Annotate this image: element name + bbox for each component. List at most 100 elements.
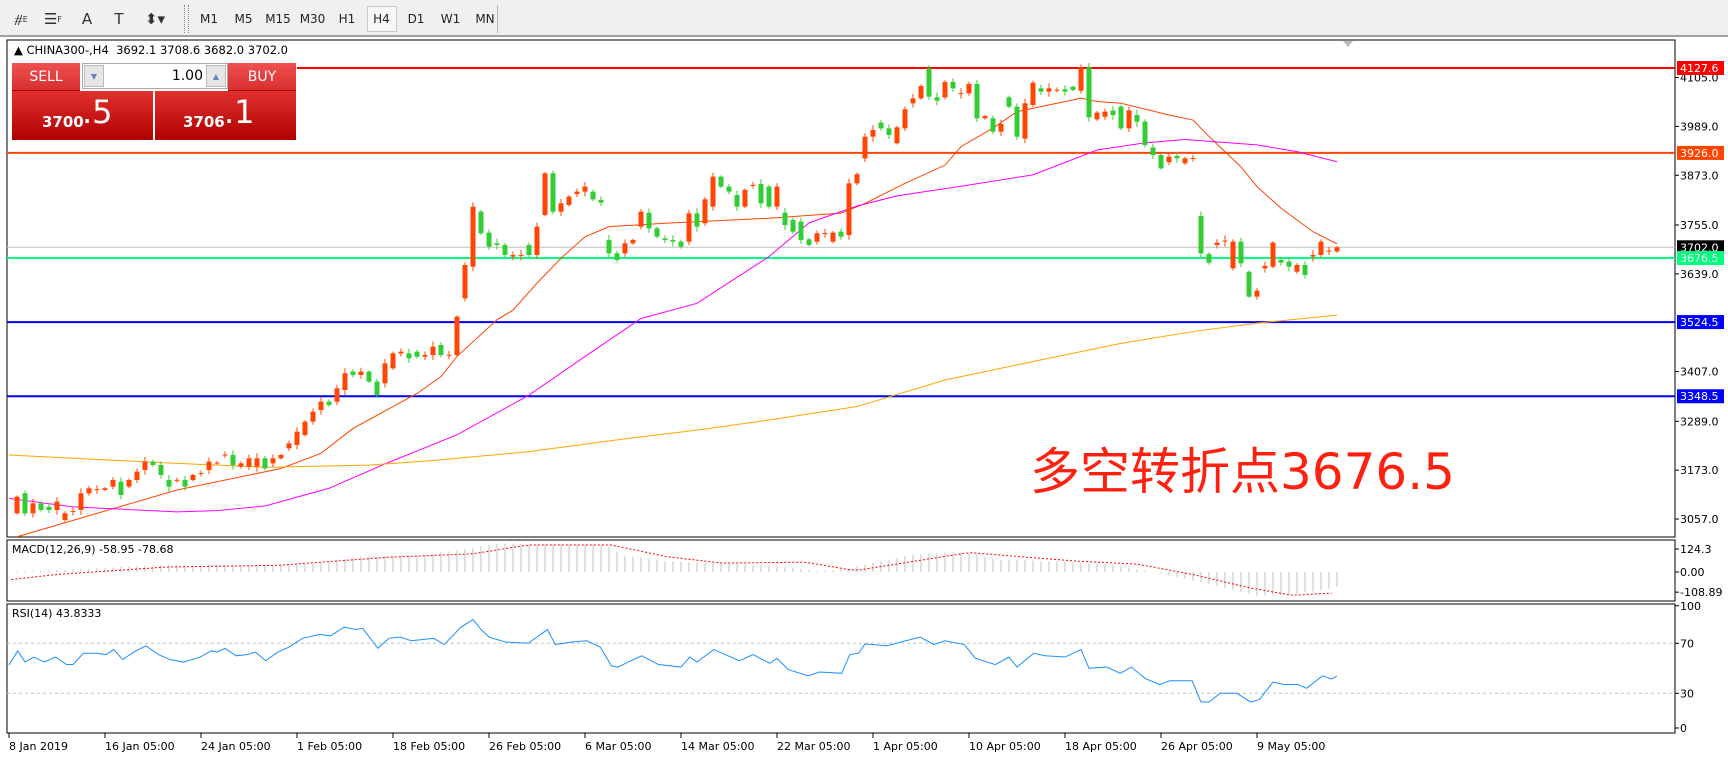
candle-body	[502, 244, 508, 255]
candle-body	[486, 232, 492, 247]
macd-title: MACD(12,26,9) -58.95 -78.68	[12, 543, 174, 556]
candle-body	[1294, 264, 1300, 272]
timeframe-m15-button[interactable]: M15	[265, 12, 291, 26]
candle-body	[1262, 265, 1268, 269]
text-label-icon[interactable]: T	[114, 10, 124, 28]
candle-body	[1014, 106, 1020, 137]
candle-body	[1286, 261, 1292, 267]
price-level-tag	[1677, 315, 1724, 330]
time-axis-label: 14 Mar 05:00	[681, 740, 754, 753]
candle-body	[910, 98, 916, 104]
candle-body	[286, 443, 292, 449]
candle-body	[438, 344, 444, 355]
price-axis-label: 3173.0	[1680, 464, 1719, 477]
price-axis-label: 3639.0	[1680, 268, 1719, 281]
price-level-tag	[1677, 240, 1724, 255]
buy-price-button[interactable]: 3706 .1	[155, 91, 296, 140]
lot-decrease-icon[interactable]: ▼	[84, 65, 104, 87]
time-axis-label: 8 Jan 2019	[9, 740, 68, 753]
candle-body	[982, 115, 988, 119]
sell-button[interactable]: SELL	[12, 63, 80, 91]
timeframe-m30-button[interactable]: M30	[299, 12, 326, 26]
buy-button[interactable]: BUY	[228, 63, 296, 91]
timeframe-h1-button[interactable]: H1	[338, 12, 356, 26]
macd-signal-line	[11, 544, 1332, 596]
price-level-label: 3348.5	[1680, 390, 1719, 403]
candle-body	[550, 173, 556, 212]
pivot-annotation-text: 多空转折点3676.5	[1030, 443, 1455, 501]
lot-size-value[interactable]: 1.00	[171, 68, 203, 84]
candle-body	[270, 458, 276, 464]
price-axis-label: 3989.0	[1680, 120, 1719, 133]
candle-body	[374, 381, 380, 395]
candle-body	[462, 264, 468, 299]
candle-body	[582, 186, 588, 192]
rsi-line	[8, 618, 1338, 703]
candle-body	[534, 226, 540, 255]
candle-body	[622, 243, 628, 254]
candle-body	[1254, 290, 1260, 297]
arrows-dropdown-icon[interactable]: ⬍▾	[144, 10, 166, 28]
rsi-axis-label: 30	[1680, 687, 1694, 700]
rsi-axis-label: 100	[1680, 600, 1701, 613]
sell-price-button[interactable]: 3700 .5	[12, 91, 153, 140]
ohlc-values: 3692.1 3708.6 3682.0 3702.0	[116, 43, 288, 57]
candle-body	[206, 461, 212, 470]
candle-body	[1318, 241, 1324, 255]
candle-body	[766, 186, 772, 207]
timeframe-m5-button[interactable]: M5	[234, 12, 253, 26]
candle-body	[862, 136, 868, 159]
candle-body	[1142, 121, 1148, 145]
candle-body	[1078, 67, 1084, 91]
time-axis-label: 1 Apr 05:00	[873, 740, 938, 753]
collapse-triangle-icon[interactable]: ▲	[14, 43, 27, 57]
candle-body	[262, 458, 268, 469]
candle-body	[166, 479, 172, 487]
timeframe-mn-button[interactable]: MN	[475, 12, 495, 26]
candle-body	[518, 254, 524, 256]
candle-body	[526, 244, 532, 255]
candle-body	[1270, 242, 1276, 267]
candle-body	[974, 83, 980, 119]
candle-body	[422, 354, 428, 357]
price-axis-label: 3755.0	[1680, 219, 1719, 232]
candle-body	[1038, 88, 1044, 92]
candle-body	[1086, 67, 1092, 118]
candle-body	[246, 458, 252, 467]
price-level-label: 3524.5	[1680, 316, 1719, 329]
candle-body	[1174, 155, 1180, 159]
candle-body	[174, 479, 180, 481]
candle-body	[574, 191, 580, 194]
candle-body	[1046, 88, 1052, 92]
candle-body	[118, 481, 124, 495]
timeframe-m1-button[interactable]: M1	[200, 12, 218, 26]
candle-body	[830, 232, 836, 242]
candle-body	[1238, 241, 1244, 264]
candle-body	[414, 351, 420, 357]
price-axis-label: 3289.0	[1680, 415, 1719, 428]
timeframe-d1-button[interactable]: D1	[407, 12, 425, 26]
candle-body	[734, 195, 740, 207]
candle-body	[990, 118, 996, 132]
candle-body	[222, 454, 228, 456]
price-axis-label: 3057.0	[1680, 513, 1719, 526]
candle-body	[1214, 242, 1220, 245]
candle-body	[1206, 254, 1212, 263]
fibonacci-expansion-icon[interactable]: ⧣ E	[14, 10, 28, 28]
lot-size-field[interactable]: ▼ 1.00 ▲	[82, 63, 228, 89]
candle-body	[294, 431, 300, 445]
macd-axis-label: -108.89	[1680, 586, 1722, 599]
candle-body	[350, 371, 356, 375]
time-axis-label: 26 Apr 05:00	[1161, 740, 1233, 753]
toolbar: ⧣ E ☰ F A T ⬍▾ M1 M5 M15 M30 H1 H4 D1 W1 MN	[0, 0, 1728, 37]
candle-body	[814, 233, 820, 242]
candle-body	[1246, 271, 1252, 297]
fibonacci-fan-icon[interactable]: ☰ F	[43, 10, 63, 28]
candle-body	[806, 239, 812, 245]
candle-body	[1110, 110, 1116, 116]
timeframe-h4-button[interactable]: H4	[366, 6, 397, 32]
text-icon[interactable]: A	[81, 10, 93, 28]
lot-increase-icon[interactable]: ▲	[206, 65, 226, 87]
timeframe-w1-button[interactable]: W1	[440, 12, 461, 26]
candle-body	[1062, 89, 1068, 92]
